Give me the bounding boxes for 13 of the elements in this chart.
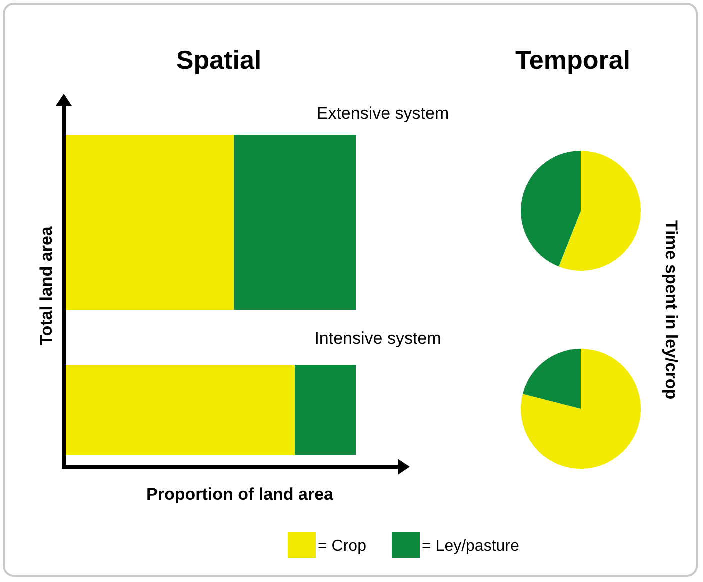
text: Time spent in ley/crop — [662, 220, 681, 400]
chart-title: Spatial — [176, 45, 262, 75]
pie-slice — [558, 151, 641, 271]
pie-slice — [522, 349, 581, 409]
legend-label: = Ley/pasture — [422, 538, 520, 555]
pie-slice — [521, 151, 581, 267]
y-axis-title: Total land area — [37, 226, 56, 346]
chart-title: Temporal — [515, 45, 631, 75]
y-tick-label: Intensive system — [314, 329, 442, 348]
legend-label: = Crop — [318, 538, 367, 555]
pie-slice — [521, 349, 641, 469]
x-axis-title: Proportion of land area — [146, 485, 334, 504]
y-tick-label: Extensive system — [316, 104, 450, 123]
